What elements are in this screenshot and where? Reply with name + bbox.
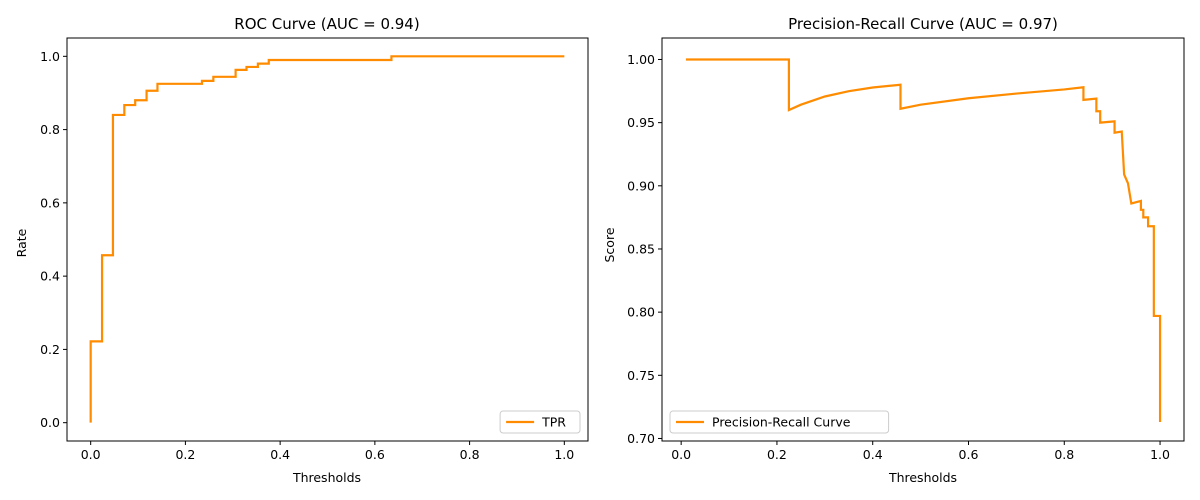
pr-y-tick-label: 0.80 [627,305,655,320]
roc-x-tick-label: 0.8 [460,447,480,462]
pr-y-tick-label: 0.85 [627,241,655,256]
roc-y-tick-label: 0.4 [40,269,60,284]
pr-y-tick-label: 1.00 [627,52,655,67]
roc-legend-label: TPR [541,415,566,430]
roc-chart-title: ROC Curve (AUC = 0.94) [234,15,419,33]
roc-x-tick-label: 0.4 [270,447,290,462]
roc-x-axis-label: Thresholds [292,470,361,485]
roc-x-tick-label: 0.2 [175,447,195,462]
roc-x-tick-label: 0.6 [365,447,385,462]
pr-y-tick-label: 0.70 [627,431,655,446]
pr-y-axis-label: Score [602,227,617,262]
roc-y-tick-label: 0.0 [40,415,60,430]
pr-series-line [685,58,1162,423]
pr-y-tick-label: 0.95 [627,115,655,130]
pr-legend-box [669,410,890,434]
roc-y-axis-label: Rate [14,228,29,257]
pr-chart: Precision-Recall Curve (AUC = 0.97) Thre… [602,15,1185,485]
pr-legend-label: Precision-Recall Curve [712,415,851,430]
roc-x-tick-label: 0.0 [81,447,101,462]
pr-x-tick-label: 0.0 [671,447,691,462]
roc-y-tick-label: 0.2 [40,342,60,357]
pr-x-tick-label: 0.4 [863,447,883,462]
roc-y-tick-label: 0.6 [40,195,60,210]
pr-x-axis-label: Thresholds [888,470,957,485]
pr-y-tick-label: 0.90 [627,178,655,193]
roc-plot-frame [66,37,589,442]
pr-x-tick-label: 0.2 [767,447,787,462]
roc-y-tick-label: 1.0 [40,49,60,64]
pr-x-tick-label: 1.0 [1150,447,1170,462]
roc-y-tick-label: 0.8 [40,122,60,137]
pr-chart-title: Precision-Recall Curve (AUC = 0.97) [788,15,1058,33]
roc-legend: TPR [499,410,581,434]
roc-x-tick-label: 1.0 [554,447,574,462]
pr-x-tick-label: 0.6 [959,447,979,462]
pr-legend: Precision-Recall Curve [669,410,890,434]
roc-series-line [89,55,565,423]
roc-legend-box [499,410,581,434]
roc-chart: ROC Curve (AUC = 0.94) Thresholds Rate 0… [14,15,589,485]
pr-plot-frame [661,37,1185,442]
pr-y-tick-label: 0.75 [627,368,655,383]
pr-x-tick-label: 0.8 [1054,447,1074,462]
